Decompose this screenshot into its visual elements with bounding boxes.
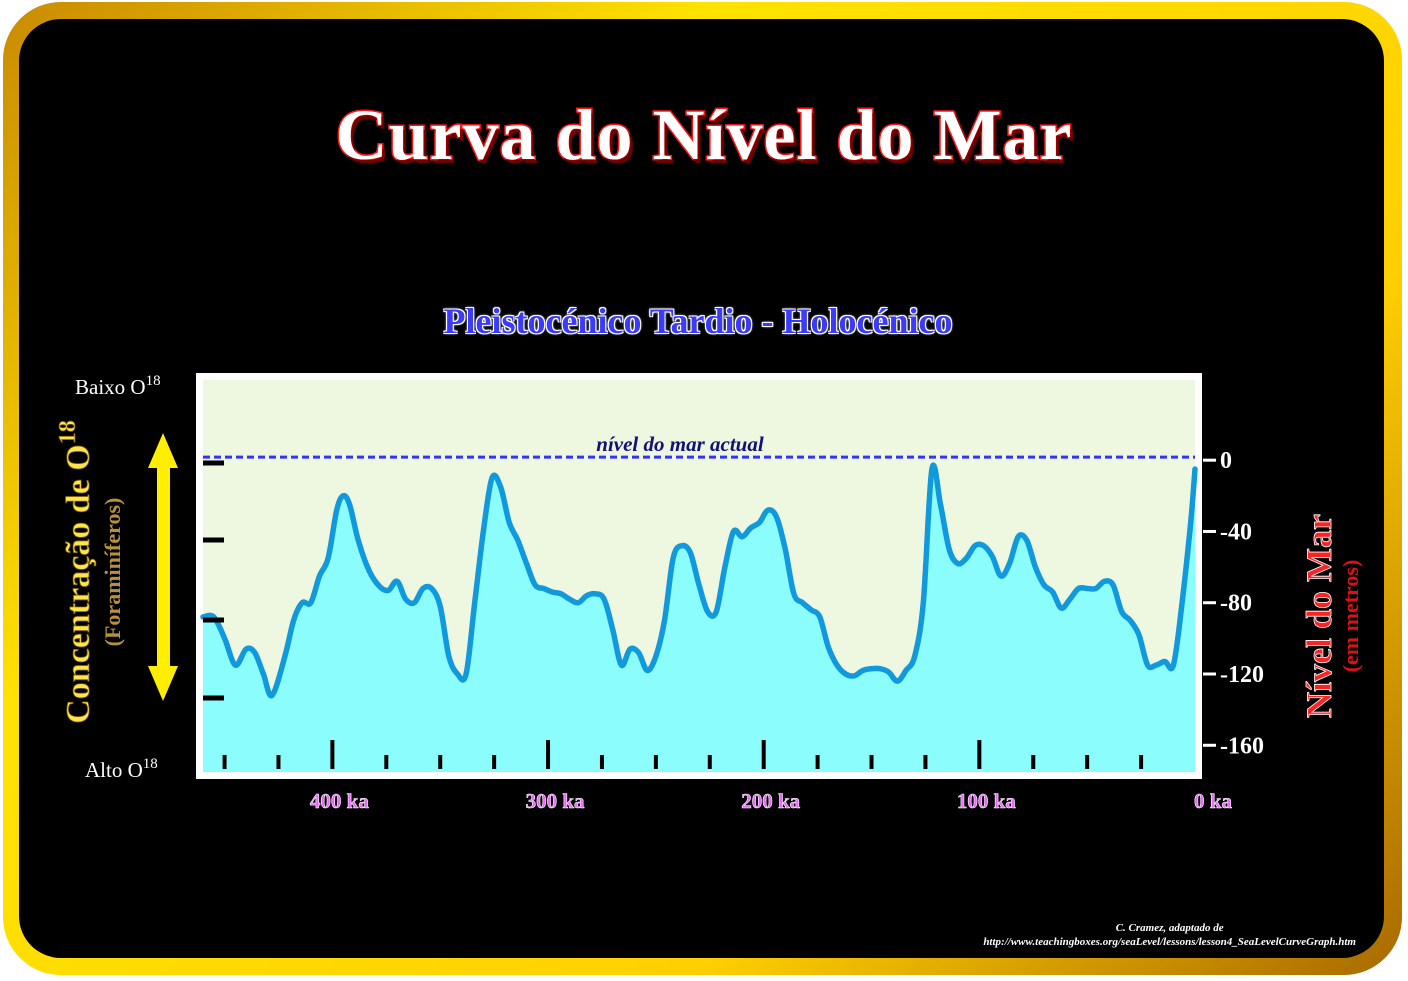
y-tick-label: -80 (1220, 591, 1252, 617)
right-axis-title: Nível do Mar (1299, 514, 1339, 718)
credit-line-1: C. Cramez, adaptado de (1115, 922, 1224, 934)
left-axis-title: Concentração de O18 (55, 420, 97, 724)
y-tick-label: -40 (1220, 519, 1252, 545)
right-axis-subtitle: (em metros) (1338, 560, 1363, 673)
credit-note: C. Cramez, adaptado de http://www.teachi… (983, 921, 1356, 949)
chart-subtitle: Pleistocénico Tardio - Holocénico (443, 301, 953, 341)
x-tick-label: 400 ka (310, 789, 369, 813)
x-tick-label: 200 ka (741, 789, 800, 813)
credit-line-2: http://www.teachingboxes.org/seaLevel/le… (983, 936, 1356, 948)
y-tick-label: 0 (1220, 448, 1232, 474)
y-tick-label: -120 (1220, 662, 1264, 688)
slide-title: Curva do Nível do Mar (334, 94, 1073, 177)
x-tick-label: 100 ka (957, 789, 1016, 813)
y-tick-label: -160 (1220, 733, 1264, 759)
left-bottom-label: Alto O18 (85, 756, 158, 782)
x-tick-label: 0 ka (1194, 789, 1232, 813)
reference-line-label: nível do mar actual (596, 432, 764, 456)
left-top-label: Baixo O18 (75, 373, 161, 399)
double-arrow-icon (148, 433, 178, 701)
sea-level-curve (200, 462, 1198, 699)
left-axis-subtitle: (Foraminíferos) (100, 498, 125, 647)
x-tick-label: 300 ka (526, 789, 585, 813)
